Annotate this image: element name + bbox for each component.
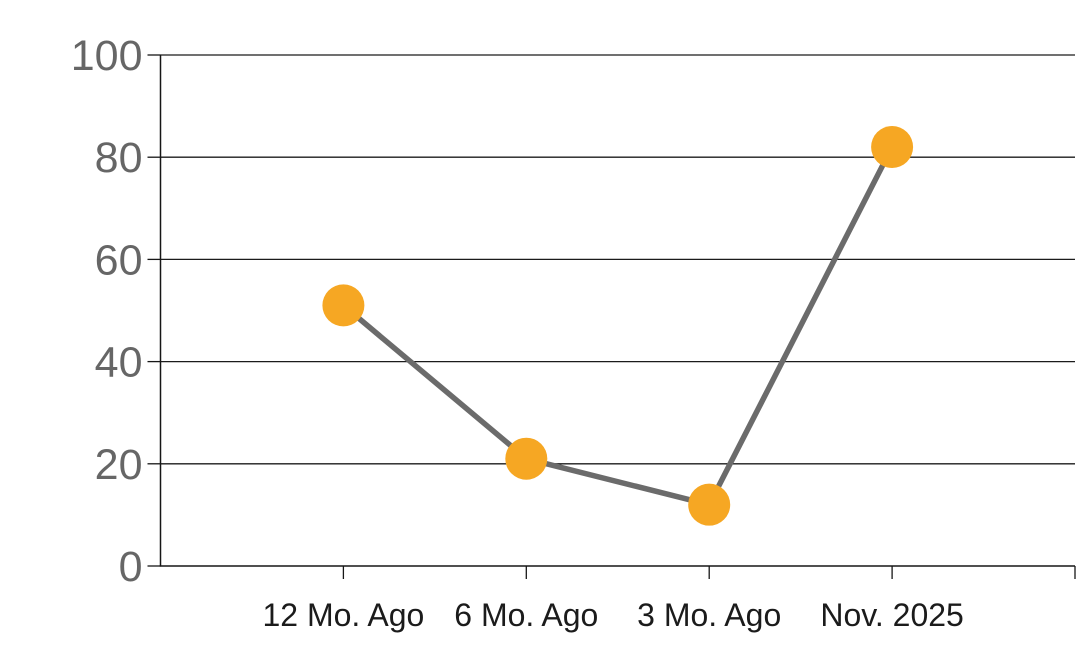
- data-point-marker: [871, 125, 914, 168]
- x-tick-label: Nov. 2025: [820, 597, 964, 633]
- y-tick-label: 20: [95, 441, 143, 489]
- y-tick-label: 100: [71, 32, 143, 80]
- y-tick-label: 0: [119, 543, 143, 591]
- x-tick-label: 12 Mo. Ago: [262, 597, 424, 633]
- x-tick-label: 6 Mo. Ago: [454, 597, 598, 633]
- y-tick-label: 80: [95, 134, 143, 182]
- trend-line: [340, 144, 895, 508]
- data-point-marker: [505, 437, 548, 480]
- x-tick-label: 3 Mo. Ago: [637, 597, 781, 633]
- y-tick-label: 40: [95, 339, 143, 387]
- data-point-marker: [322, 284, 365, 327]
- data-point-marker: [688, 483, 731, 526]
- y-tick-label: 60: [95, 236, 143, 284]
